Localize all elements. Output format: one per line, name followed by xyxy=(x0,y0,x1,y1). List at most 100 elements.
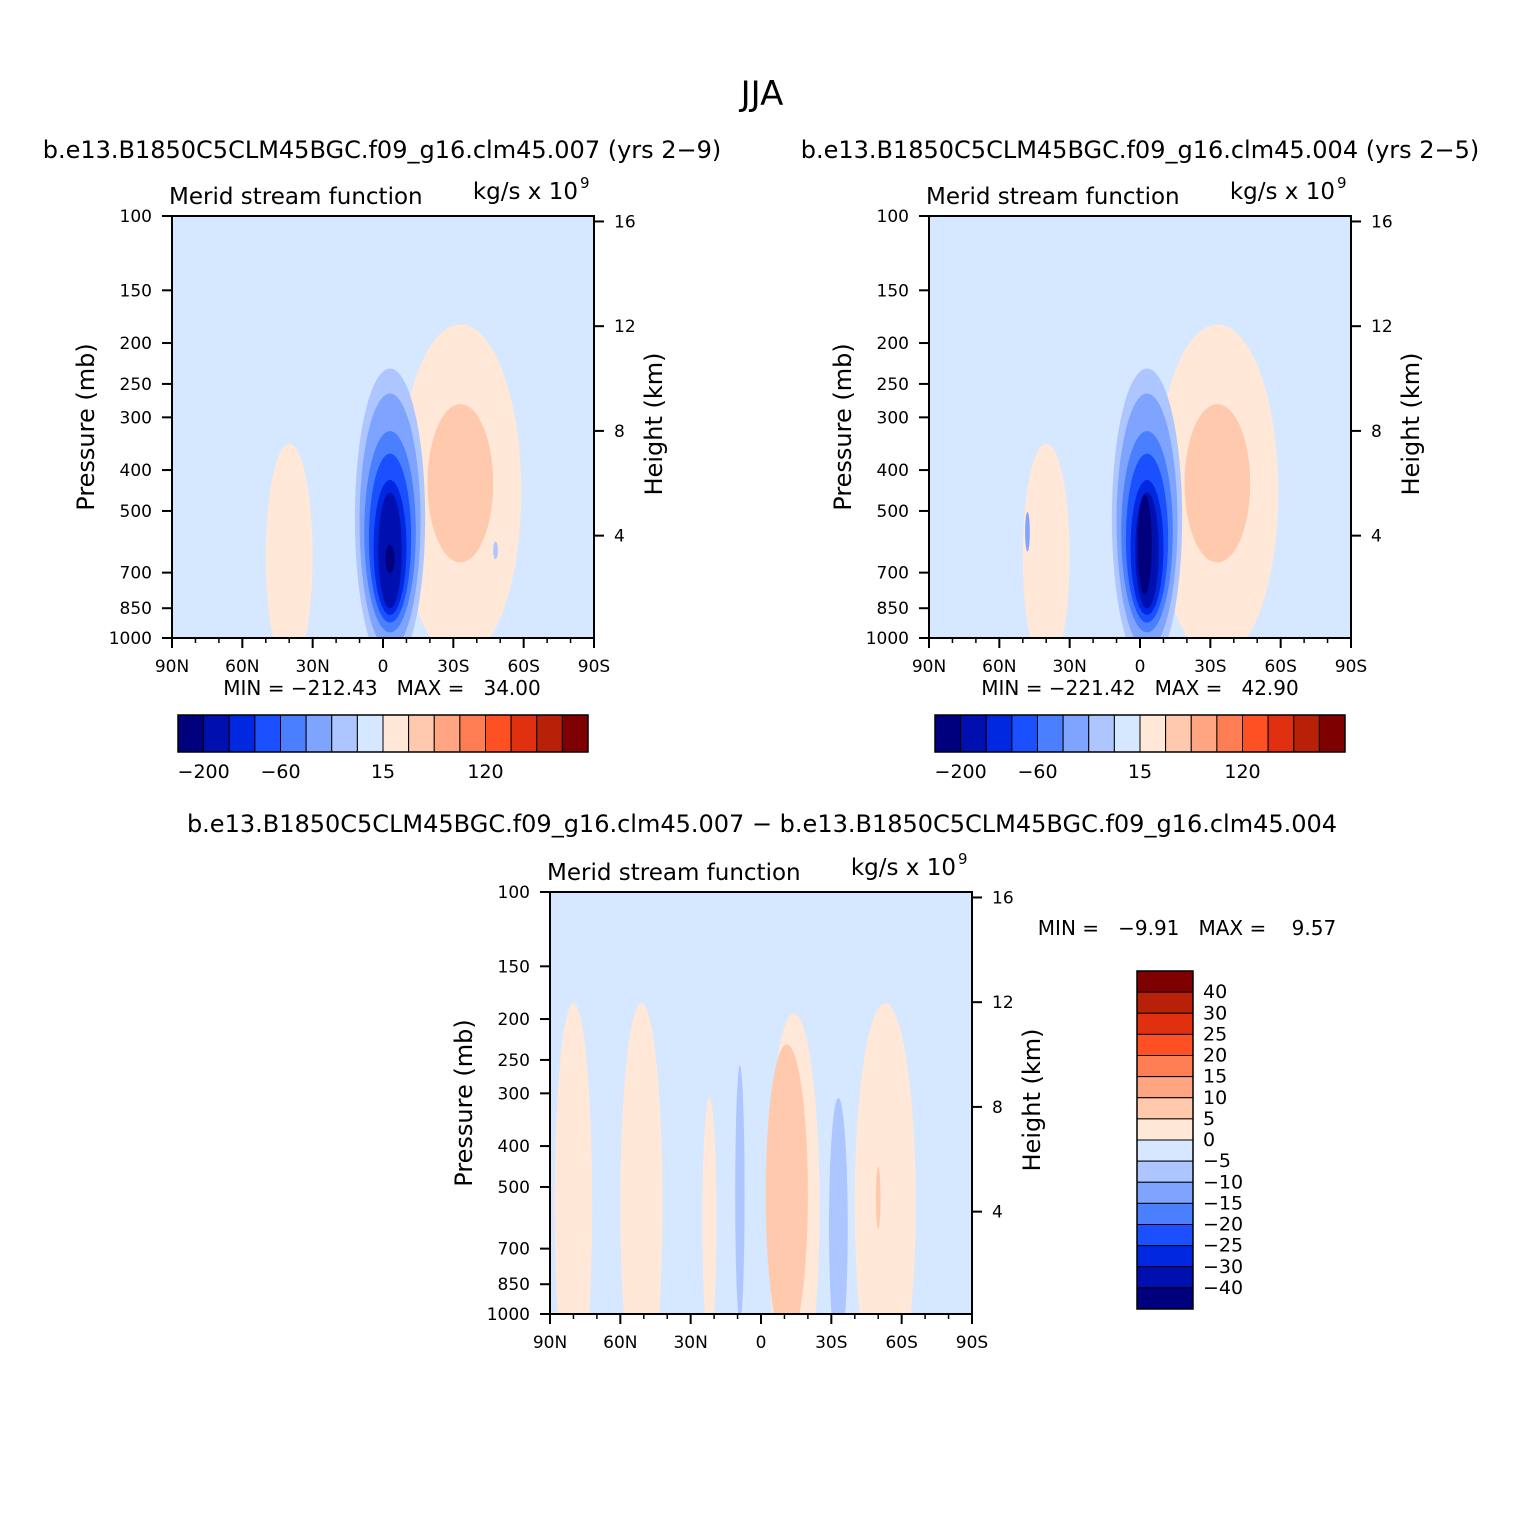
colorbar-label: 120 xyxy=(1224,761,1260,783)
y-tick-label: 500 xyxy=(498,1178,530,1198)
y-tick-label: 150 xyxy=(498,957,530,977)
x-tick-label: 60N xyxy=(603,1333,637,1353)
height-tick-label: 16 xyxy=(992,888,1014,908)
height-tick-label: 16 xyxy=(1371,212,1393,232)
contour-cell xyxy=(735,1065,745,1314)
colorbar-box xyxy=(1165,714,1192,753)
colorbar-box xyxy=(356,714,384,753)
x-tick-label: 60S xyxy=(1264,657,1296,677)
y-tick-label: 850 xyxy=(877,599,909,619)
x-tick-label: 90S xyxy=(578,657,610,677)
y-tick-label: 200 xyxy=(498,1010,530,1030)
height-tick-label: 12 xyxy=(614,317,636,337)
figure-title: JJA xyxy=(739,74,784,114)
x-tick-label: 30N xyxy=(673,1333,707,1353)
colorbar-box xyxy=(1136,1118,1194,1141)
colorbar-box xyxy=(1136,1055,1194,1078)
x-tick-label: 60S xyxy=(507,657,539,677)
contour-cell xyxy=(1137,494,1152,595)
colorbar-box xyxy=(1136,1181,1194,1204)
height-tick-label: 4 xyxy=(614,527,625,547)
left-string: Merid stream function xyxy=(169,184,423,210)
height-tick-label: 16 xyxy=(614,212,636,232)
colorbar-label: 0 xyxy=(1203,1129,1215,1151)
colorbar-box xyxy=(934,714,962,753)
colorbar-box xyxy=(1136,1160,1194,1183)
colorbar-label: −20 xyxy=(1203,1214,1243,1236)
colorbar-box xyxy=(408,714,435,753)
contour-cell xyxy=(1022,443,1070,638)
y-tick-label: 150 xyxy=(877,281,909,301)
min-max-stats: MIN = −9.91 MAX = 9.57 xyxy=(1038,916,1336,940)
colorbar-label: −60 xyxy=(260,761,300,783)
colorbar-box xyxy=(1293,714,1320,753)
colorbar-label: 15 xyxy=(1128,761,1152,783)
colorbar-box xyxy=(1318,714,1346,753)
colorbar-label: −60 xyxy=(1017,761,1057,783)
contour-cell xyxy=(493,541,498,560)
x-tick-label: 30N xyxy=(295,657,329,677)
y-tick-label: 850 xyxy=(120,599,152,619)
colorbar-label: 15 xyxy=(1203,1066,1227,1088)
height-tick-label: 4 xyxy=(992,1203,1003,1223)
right-string: kg/s x 10 xyxy=(851,855,956,881)
colorbar-box xyxy=(1136,1202,1194,1225)
min-max-stats: MIN = −212.43 MAX = 34.00 xyxy=(223,676,540,700)
y-tick-label: 700 xyxy=(877,564,909,584)
y-tick-label: 200 xyxy=(877,334,909,354)
y-axis-label: Pressure (mb) xyxy=(450,1019,478,1186)
x-tick-label: 30S xyxy=(437,657,469,677)
y-tick-label: 700 xyxy=(498,1240,530,1260)
panel-title: b.e13.B1850C5CLM45BGC.f09_g16.clm45.007 … xyxy=(43,136,722,164)
colorbar-box xyxy=(985,714,1013,753)
y-tick-label: 500 xyxy=(120,502,152,522)
contour-cell xyxy=(265,443,313,638)
colorbar-label: 40 xyxy=(1203,981,1227,1003)
colorbar-box xyxy=(561,714,589,753)
contour-cell xyxy=(854,1003,916,1314)
y-tick-label: 400 xyxy=(877,461,909,481)
y-tick-label: 300 xyxy=(877,408,909,428)
colorbar-box xyxy=(1113,714,1141,753)
colorbar-box xyxy=(1242,714,1269,753)
colorbar-box xyxy=(280,714,307,753)
colorbar-box xyxy=(1136,1033,1194,1056)
colorbar-box xyxy=(1136,1224,1194,1247)
y-tick-label: 500 xyxy=(877,502,909,522)
colorbar-box xyxy=(1062,714,1090,753)
colorbar-box xyxy=(1136,1287,1194,1310)
colorbar-box xyxy=(1216,714,1243,753)
contour-cell xyxy=(1025,512,1030,552)
height-axis-label: Height (km) xyxy=(640,353,668,496)
colorbar-box xyxy=(459,714,486,753)
colorbar-label: −25 xyxy=(1203,1235,1243,1257)
y-tick-label: 200 xyxy=(120,334,152,354)
contour-cell xyxy=(702,1098,717,1314)
colorbar-frame xyxy=(177,714,589,753)
colorbar-label: −40 xyxy=(1203,1277,1243,1299)
height-tick-label: 8 xyxy=(614,422,625,442)
colorbar-box xyxy=(1136,1139,1194,1162)
y-tick-label: 1000 xyxy=(487,1305,530,1325)
colorbar-label: 15 xyxy=(371,761,395,783)
right-string: kg/s x 10 xyxy=(473,179,578,205)
x-tick-label: 30N xyxy=(1052,657,1086,677)
contour-cell xyxy=(765,1044,808,1314)
colorbar-label: 120 xyxy=(467,761,503,783)
x-tick-label: 30S xyxy=(815,1333,847,1353)
colorbar-box xyxy=(1136,1076,1194,1099)
x-tick-label: 30S xyxy=(1194,657,1226,677)
y-tick-label: 1000 xyxy=(866,629,909,649)
colorbar-box xyxy=(1037,714,1064,753)
y-tick-label: 250 xyxy=(498,1051,530,1071)
colorbar-label: −10 xyxy=(1203,1171,1243,1193)
colorbar-box xyxy=(331,714,358,753)
x-tick-label: 90N xyxy=(533,1333,567,1353)
colorbar-box xyxy=(254,714,281,753)
x-tick-label: 0 xyxy=(1135,657,1146,677)
colorbar-box xyxy=(1136,1012,1194,1035)
colorbar-box xyxy=(305,714,333,753)
colorbar-frame xyxy=(934,714,1346,753)
x-tick-label: 60N xyxy=(982,657,1016,677)
